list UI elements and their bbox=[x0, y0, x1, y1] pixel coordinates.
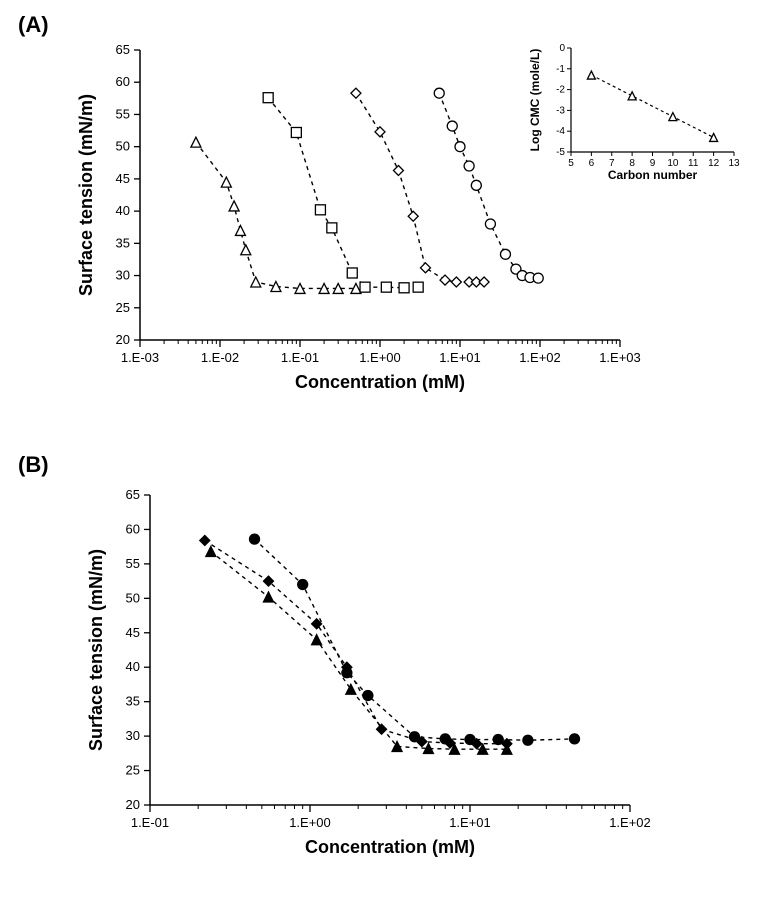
svg-text:-1: -1 bbox=[556, 64, 565, 75]
svg-text:0: 0 bbox=[559, 43, 565, 54]
svg-text:50: 50 bbox=[126, 590, 140, 605]
svg-text:55: 55 bbox=[116, 106, 130, 121]
svg-text:1.E+02: 1.E+02 bbox=[609, 815, 651, 830]
panel-b-label: (B) bbox=[18, 452, 49, 478]
svg-text:65: 65 bbox=[126, 487, 140, 502]
svg-text:35: 35 bbox=[126, 694, 140, 709]
panel-a-label: (A) bbox=[18, 12, 49, 38]
svg-text:Surface tension (mN/m): Surface tension (mN/m) bbox=[86, 549, 106, 751]
svg-text:1.E+03: 1.E+03 bbox=[599, 350, 641, 365]
svg-text:-2: -2 bbox=[556, 85, 565, 96]
svg-text:6: 6 bbox=[589, 158, 595, 169]
chart-a: 202530354045505560651.E-031.E-021.E-011.… bbox=[60, 30, 760, 410]
svg-text:1.E+01: 1.E+01 bbox=[449, 815, 491, 830]
svg-text:20: 20 bbox=[126, 797, 140, 812]
svg-text:Surface tension (mN/m): Surface tension (mN/m) bbox=[76, 94, 96, 296]
svg-text:-4: -4 bbox=[556, 126, 565, 137]
svg-text:65: 65 bbox=[116, 42, 130, 57]
svg-text:35: 35 bbox=[116, 235, 130, 250]
svg-text:1.E+00: 1.E+00 bbox=[289, 815, 331, 830]
chart-b: 20 25 30 35 40 45 50 55 60 65 1.E-01 1.E+00 1.E+01 1.… bbox=[70, 475, 670, 875]
svg-text:13: 13 bbox=[728, 158, 740, 169]
svg-text:30: 30 bbox=[116, 268, 130, 283]
svg-text:12: 12 bbox=[708, 158, 720, 169]
svg-text:1.E-02: 1.E-02 bbox=[201, 350, 239, 365]
svg-text:45: 45 bbox=[116, 171, 130, 186]
svg-text:60: 60 bbox=[116, 74, 130, 89]
svg-text:5: 5 bbox=[568, 158, 574, 169]
svg-text:1.E+00: 1.E+00 bbox=[359, 350, 401, 365]
svg-text:-3: -3 bbox=[556, 105, 565, 116]
svg-text:25: 25 bbox=[116, 300, 130, 315]
svg-text:40: 40 bbox=[126, 659, 140, 674]
svg-text:Concentration (mM): Concentration (mM) bbox=[295, 372, 465, 392]
svg-text:20: 20 bbox=[116, 332, 130, 347]
svg-text:1.E-01: 1.E-01 bbox=[281, 350, 319, 365]
svg-text:50: 50 bbox=[116, 139, 130, 154]
svg-text:Concentration (mM): Concentration (mM) bbox=[305, 837, 475, 857]
svg-text:-5: -5 bbox=[556, 147, 565, 158]
svg-text:40: 40 bbox=[116, 203, 130, 218]
svg-text:Log CMC (mole/L): Log CMC (mole/L) bbox=[528, 49, 542, 152]
svg-text:45: 45 bbox=[126, 625, 140, 640]
svg-text:1.E-03: 1.E-03 bbox=[121, 350, 159, 365]
svg-text:1.E-01: 1.E-01 bbox=[131, 815, 169, 830]
svg-text:1.E+01: 1.E+01 bbox=[439, 350, 481, 365]
svg-text:Carbon number: Carbon number bbox=[608, 168, 698, 182]
svg-text:25: 25 bbox=[126, 763, 140, 778]
svg-text:60: 60 bbox=[126, 521, 140, 536]
svg-text:55: 55 bbox=[126, 556, 140, 571]
svg-text:1.E+02: 1.E+02 bbox=[519, 350, 561, 365]
svg-text:30: 30 bbox=[126, 728, 140, 743]
